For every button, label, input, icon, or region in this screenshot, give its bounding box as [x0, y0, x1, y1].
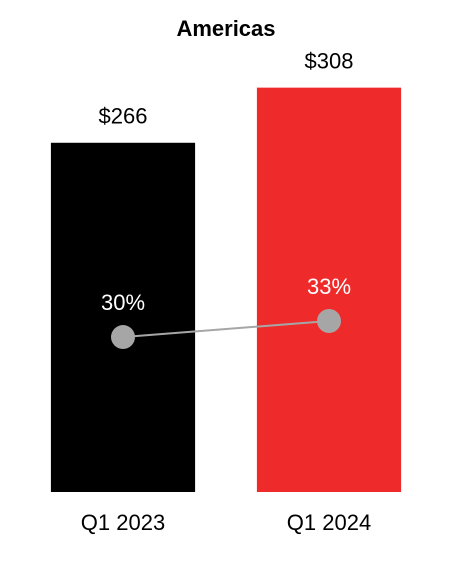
x-tick-label: Q1 2024 — [287, 510, 371, 535]
bar — [50, 142, 196, 492]
value-label: $266 — [99, 104, 148, 129]
line-value-label: 33% — [307, 274, 351, 299]
x-tick-label: Q1 2023 — [81, 510, 165, 535]
value-label: $308 — [305, 48, 354, 73]
bar — [256, 87, 402, 492]
line — [122, 320, 330, 339]
chart-title: Americas — [176, 16, 275, 41]
line-point — [317, 309, 341, 334]
line-point — [111, 325, 135, 350]
line-value-label: 30% — [101, 290, 145, 315]
